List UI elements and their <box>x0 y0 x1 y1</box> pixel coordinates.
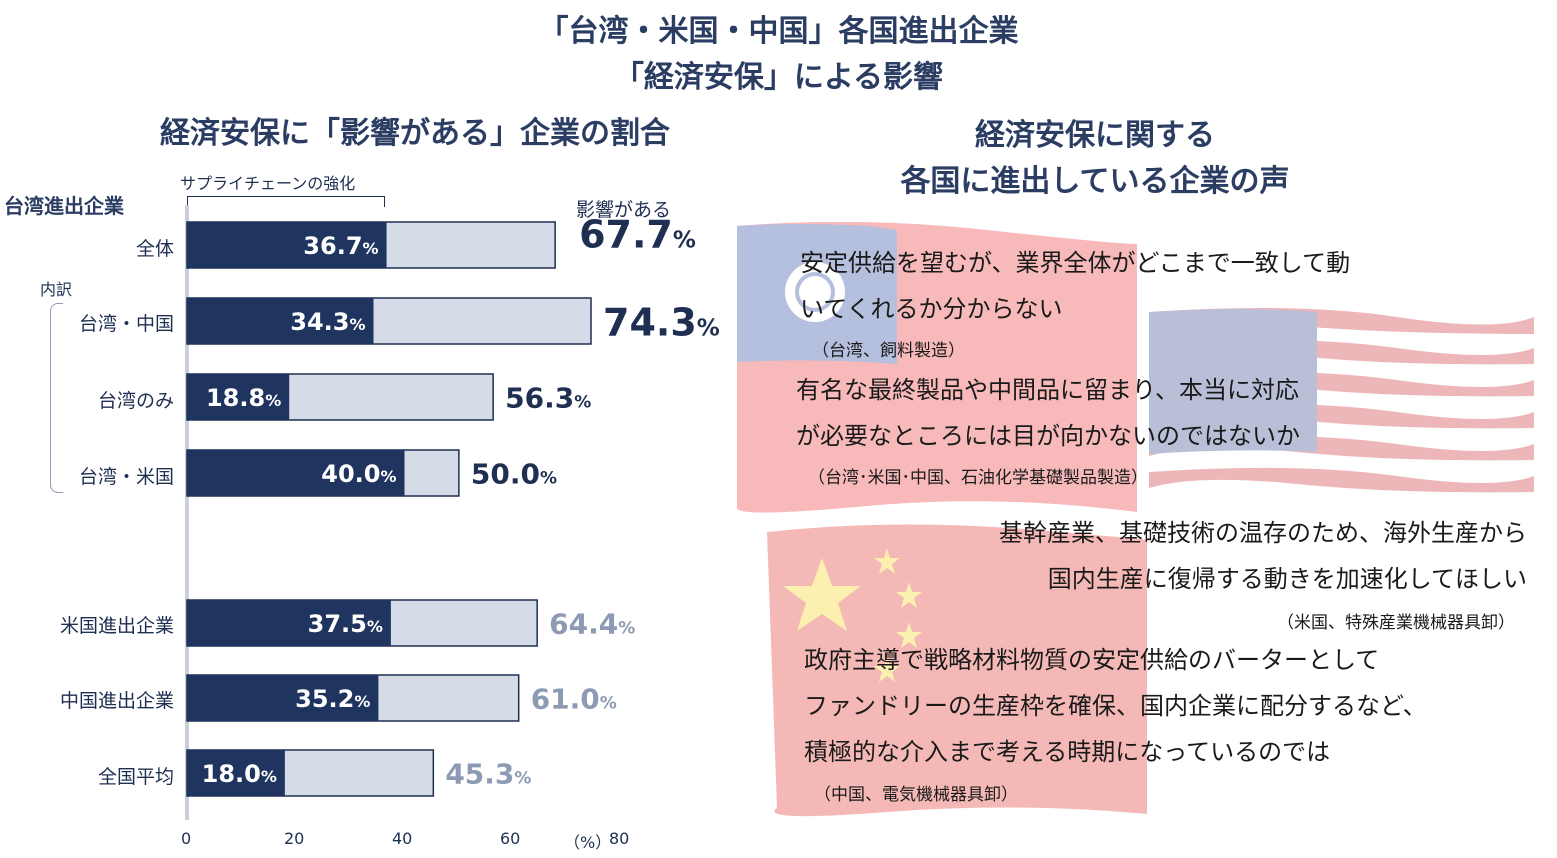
x-tick-label: 80 <box>609 829 630 848</box>
inner-value-label: 34.3% <box>290 308 365 336</box>
category-label: 台湾のみ <box>97 390 174 412</box>
x-tick-label: 40 <box>392 829 413 848</box>
quote-line: 積極的な介入まで考える時期になっているのでは <box>804 738 1331 766</box>
x-tick-label: 20 <box>284 829 305 848</box>
flag-background <box>737 222 1534 817</box>
impact-label: 影響がある <box>576 199 672 221</box>
bar-chart: 36.7% 67.7%34.3% 74.3%18.8% 56.3%40.0% 50.0%… <box>185 205 720 820</box>
outer-value-label: 64.4% <box>549 608 635 641</box>
outer-value-label: 56.3% <box>505 382 591 415</box>
bar-supply-chain <box>187 298 374 344</box>
usa-flag <box>1149 308 1534 518</box>
category-label: 全体 <box>135 238 174 260</box>
x-tick-label: 0 <box>181 829 192 848</box>
category-label: 米国進出企業 <box>59 615 174 637</box>
category-label: 台湾・米国 <box>78 466 174 488</box>
right-subtitle-line2: 各国に進出している企業の声 <box>900 164 1290 199</box>
quote-line: いてくれるか分からない <box>800 295 1063 323</box>
quote-line: 政府主導で戦略材料物質の安定供給のバーターとして <box>804 646 1380 674</box>
bar-supply-chain <box>187 374 290 420</box>
quote-line: 安定供給を望むが、業界全体がどこまで一致して動 <box>800 249 1351 277</box>
right-subtitle-line1: 経済安保に関する <box>975 118 1215 153</box>
left-subtitle: 経済安保に「影響がある」企業の割合 <box>160 116 670 151</box>
breakdown-brace <box>50 303 63 493</box>
outer-value-label: 45.3% <box>445 758 531 791</box>
quote-line: 有名な最終製品や中間品に留まり、本当に対応 <box>796 376 1300 404</box>
quote-source: （台湾、飼料製造） <box>812 341 965 361</box>
quote-source: （台湾･米国･中国、石油化学基礎製品製造） <box>808 468 1148 488</box>
bar-supply-chain <box>187 600 391 646</box>
bracket-line <box>187 196 385 207</box>
quote-line: 国内生産に復帰する動きを加速化してほしい <box>1047 565 1527 593</box>
outer-value-label: 67.7% <box>579 212 696 256</box>
china-flag <box>767 524 1153 817</box>
x-tick-label: 60 <box>500 829 521 848</box>
bar-supply-chain <box>187 675 379 721</box>
quote-source: （米国、特殊産業機械器具卸） <box>1277 613 1515 633</box>
outer-value-label: 50.0% <box>471 458 557 491</box>
quote-line: が必要なところには目が向かないのではないか <box>796 422 1300 450</box>
bar-supply-chain <box>187 450 405 496</box>
outer-value-label: 74.3% <box>603 300 720 344</box>
unit-label: （%） <box>564 833 612 852</box>
outer-value-label: 61.0% <box>531 683 617 716</box>
breakdown-label: 内訳 <box>40 280 73 299</box>
quote-line: 基幹産業、基礎技術の温存のため、海外生産から <box>999 519 1527 547</box>
main-title-line2: 「経済安保」による影響 <box>613 60 944 95</box>
category-label: 全国平均 <box>97 766 174 788</box>
category-label: 台湾・中国 <box>78 313 174 335</box>
taiwan-flag <box>737 222 1137 513</box>
bar-supply-chain <box>187 750 285 796</box>
category-label: 中国進出企業 <box>59 690 174 712</box>
quote-source: （中国、電気機械器具卸） <box>814 785 1018 805</box>
group-heading: 台湾進出企業 <box>4 194 124 218</box>
bar-supply-chain <box>187 222 387 268</box>
main-title-line1: 「台湾・米国・中国」各国進出企業 <box>538 14 1019 49</box>
bracket-label: サプライチェーンの強化 <box>180 174 356 193</box>
quote-line: ファンドリーの生産枠を確保、国内企業に配分するなど、 <box>804 692 1427 720</box>
